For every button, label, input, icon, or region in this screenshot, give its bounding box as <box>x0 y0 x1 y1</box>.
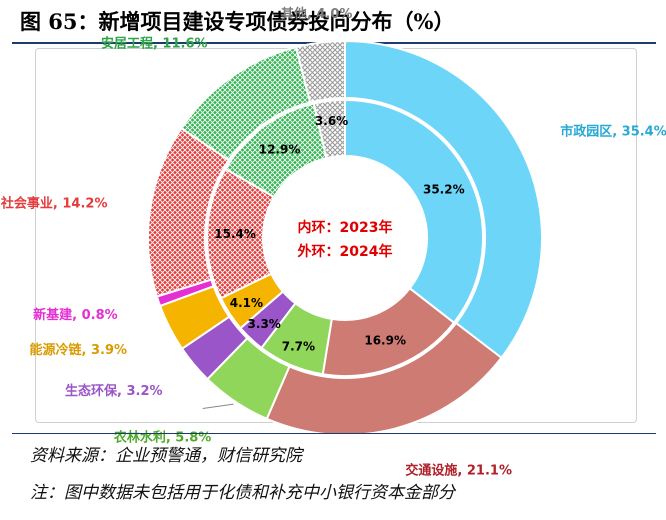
outer-category-label-cat-5: 新基建, 0.8% <box>33 307 118 323</box>
outer-slice-cat-0 <box>344 39 543 360</box>
source-note: 资料来源：企业预警通，财信研究院 <box>30 446 302 466</box>
footnote: 注：图中数据未包括用于化债和补充中小银行资本金部分 <box>30 483 455 503</box>
inner-value-label-cat-4: 4.1% <box>230 296 263 310</box>
inner-slice-cat-8 <box>312 98 346 160</box>
outer-category-label-cat-0: 市政园区, 35.4% <box>560 124 666 140</box>
center-label-inner: 内环：2023年 <box>298 219 393 236</box>
outer-category-label-cat-6: 社会事业, 14.2% <box>0 195 108 211</box>
inner-slice-cat-0 <box>344 98 484 325</box>
inner-value-label-cat-6: 15.4% <box>214 227 256 241</box>
outer-category-label-cat-8: 其他, 4.0% <box>281 6 353 22</box>
leader-line <box>202 403 234 409</box>
inner-value-label-cat-1: 16.9% <box>364 333 406 347</box>
figure-title: 图 65：新增项目建设专项债券投向分布（%） <box>20 9 455 34</box>
inner-value-label-cat-2: 7.7% <box>282 339 315 353</box>
inner-value-label-cat-8: 3.6% <box>315 114 348 128</box>
inner-ring-2023 <box>206 98 484 377</box>
inner-value-label-cat-3: 3.3% <box>248 317 281 331</box>
inner-value-label-cat-7: 12.9% <box>259 143 301 157</box>
center-label-outer: 外环：2024年 <box>298 243 393 260</box>
outer-category-label-cat-4: 能源冷链, 3.9% <box>30 342 128 358</box>
outer-category-label-cat-7: 安居工程, 11.6% <box>101 36 208 52</box>
chart-labels: 35.2% 16.9% 7.7%3.3% 4.1% 15.4% 12.9% 3.6% 市政园区… <box>0 6 666 478</box>
inner-value-label-cat-0: 35.2% <box>423 183 465 197</box>
footer-rule <box>12 433 656 434</box>
outer-category-label-cat-1: 交通设施, 21.1% <box>405 462 512 478</box>
outer-category-label-cat-3: 生态环保, 3.2% <box>65 383 163 399</box>
outer-slice-cat-8 <box>294 39 346 104</box>
outer-ring-2024 <box>147 39 543 436</box>
